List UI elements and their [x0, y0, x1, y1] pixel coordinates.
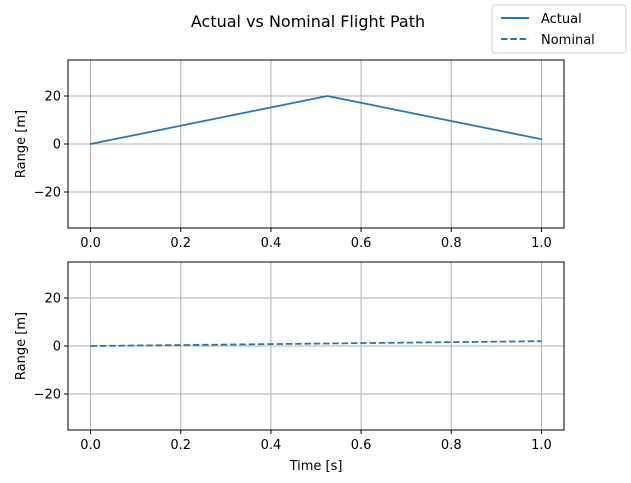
bottom-x-tick-label: 0.0: [80, 438, 101, 453]
bottom-y-axis-label: Range [m]: [14, 312, 29, 380]
top-y-tick-label: −20: [34, 186, 61, 201]
bottom-y-tick-label: 20: [44, 292, 61, 307]
legend: Actual Nominal: [492, 5, 626, 53]
top-y-tick-label: 0: [53, 138, 61, 153]
top-y-tick-label: 20: [44, 90, 61, 105]
legend-actual-label: Actual: [541, 12, 582, 27]
bottom-x-tick-label: 0.2: [170, 438, 191, 453]
top-x-tick-label: 0.0: [80, 236, 101, 251]
bottom-y-tick-label: −20: [34, 388, 61, 403]
bottom-x-tick-label: 0.4: [261, 438, 282, 453]
bottom-x-tick-label: 1.0: [531, 438, 552, 453]
figure-title: Actual vs Nominal Flight Path: [191, 12, 425, 31]
top-x-tick-label: 0.6: [351, 236, 372, 251]
top-x-tick-label: 1.0: [531, 236, 552, 251]
top-y-axis-label: Range [m]: [14, 110, 29, 178]
bottom-y-tick-label: 0: [53, 340, 61, 355]
bottom-x-tick-label: 0.6: [351, 438, 372, 453]
top-x-tick-label: 0.4: [261, 236, 282, 251]
top-x-tick-label: 0.2: [170, 236, 191, 251]
bottom-x-tick-label: 0.8: [441, 438, 462, 453]
legend-nominal-label: Nominal: [541, 33, 595, 48]
bottom-x-axis-label: Time [s]: [289, 459, 343, 474]
top-x-tick-label: 0.8: [441, 236, 462, 251]
